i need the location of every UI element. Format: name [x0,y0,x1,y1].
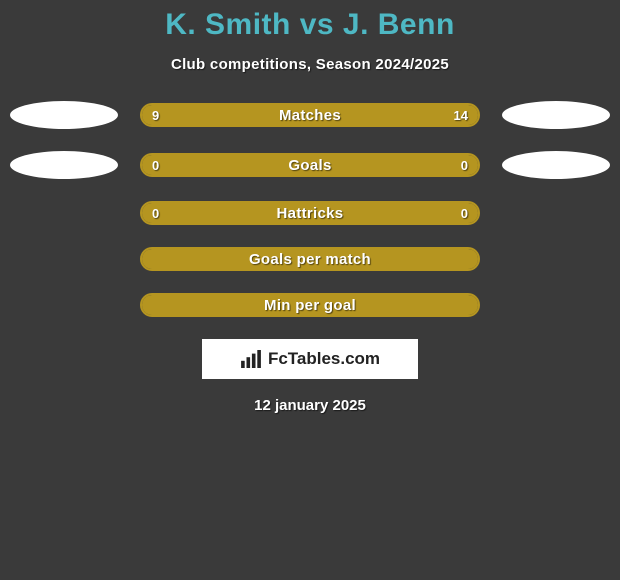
bar-label: Goals per match [142,249,478,269]
stat-bar: 00Hattricks [140,201,480,225]
left-side [10,151,118,179]
player2-icon [502,151,610,179]
subtitle: Club competitions, Season 2024/2025 [0,56,620,73]
right-side [502,101,610,129]
bar-label: Matches [142,105,478,125]
bar-label: Min per goal [142,295,478,315]
stat-bar: 914Matches [140,103,480,127]
infographic-container: K. Smith vs J. Benn Club competitions, S… [0,0,620,580]
stat-bar: 00Goals [140,153,480,177]
player1-icon [10,151,118,179]
barchart-icon [240,350,262,368]
bar-label: Hattricks [142,203,478,223]
player1-icon [10,101,118,129]
comparison-row: Min per goal [0,293,620,317]
right-side [502,151,610,179]
logo-badge: FcTables.com [202,339,418,379]
date-text: 12 january 2025 [0,397,620,414]
bar-label: Goals [142,155,478,175]
comparison-row: Goals per match [0,247,620,271]
comparison-rows: 914Matches 00Goals 00Hattricks Goals per ma… [0,101,620,317]
stat-bar: Min per goal [140,293,480,317]
player2-icon [502,101,610,129]
stat-bar: Goals per match [140,247,480,271]
logo-text: FcTables.com [268,349,380,369]
comparison-row: 914Matches [0,101,620,129]
left-side [10,101,118,129]
page-title: K. Smith vs J. Benn [0,8,620,42]
comparison-row: 00Goals [0,151,620,179]
comparison-row: 00Hattricks [0,201,620,225]
